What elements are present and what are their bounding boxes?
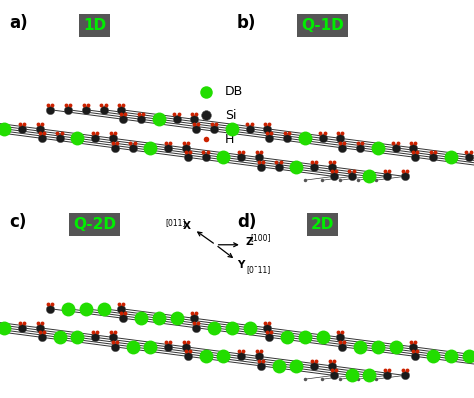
Text: c): c) — [9, 213, 27, 231]
Text: Si: Si — [225, 109, 237, 122]
Text: Q-1D: Q-1D — [301, 18, 344, 33]
Text: [0¯11]: [0¯11] — [246, 265, 271, 274]
Text: 2D: 2D — [310, 217, 334, 232]
Text: Q-2D: Q-2D — [73, 217, 116, 232]
Text: H: H — [225, 133, 235, 146]
Text: d): d) — [237, 213, 256, 231]
Text: 1D: 1D — [83, 18, 106, 33]
Text: X: X — [183, 220, 191, 231]
Text: [100]: [100] — [250, 233, 271, 242]
Text: Z: Z — [245, 236, 253, 247]
Text: Y: Y — [237, 259, 245, 270]
Text: a): a) — [9, 14, 28, 32]
Text: DB: DB — [225, 85, 244, 98]
Text: [011]: [011] — [165, 218, 185, 227]
Text: b): b) — [237, 14, 256, 32]
